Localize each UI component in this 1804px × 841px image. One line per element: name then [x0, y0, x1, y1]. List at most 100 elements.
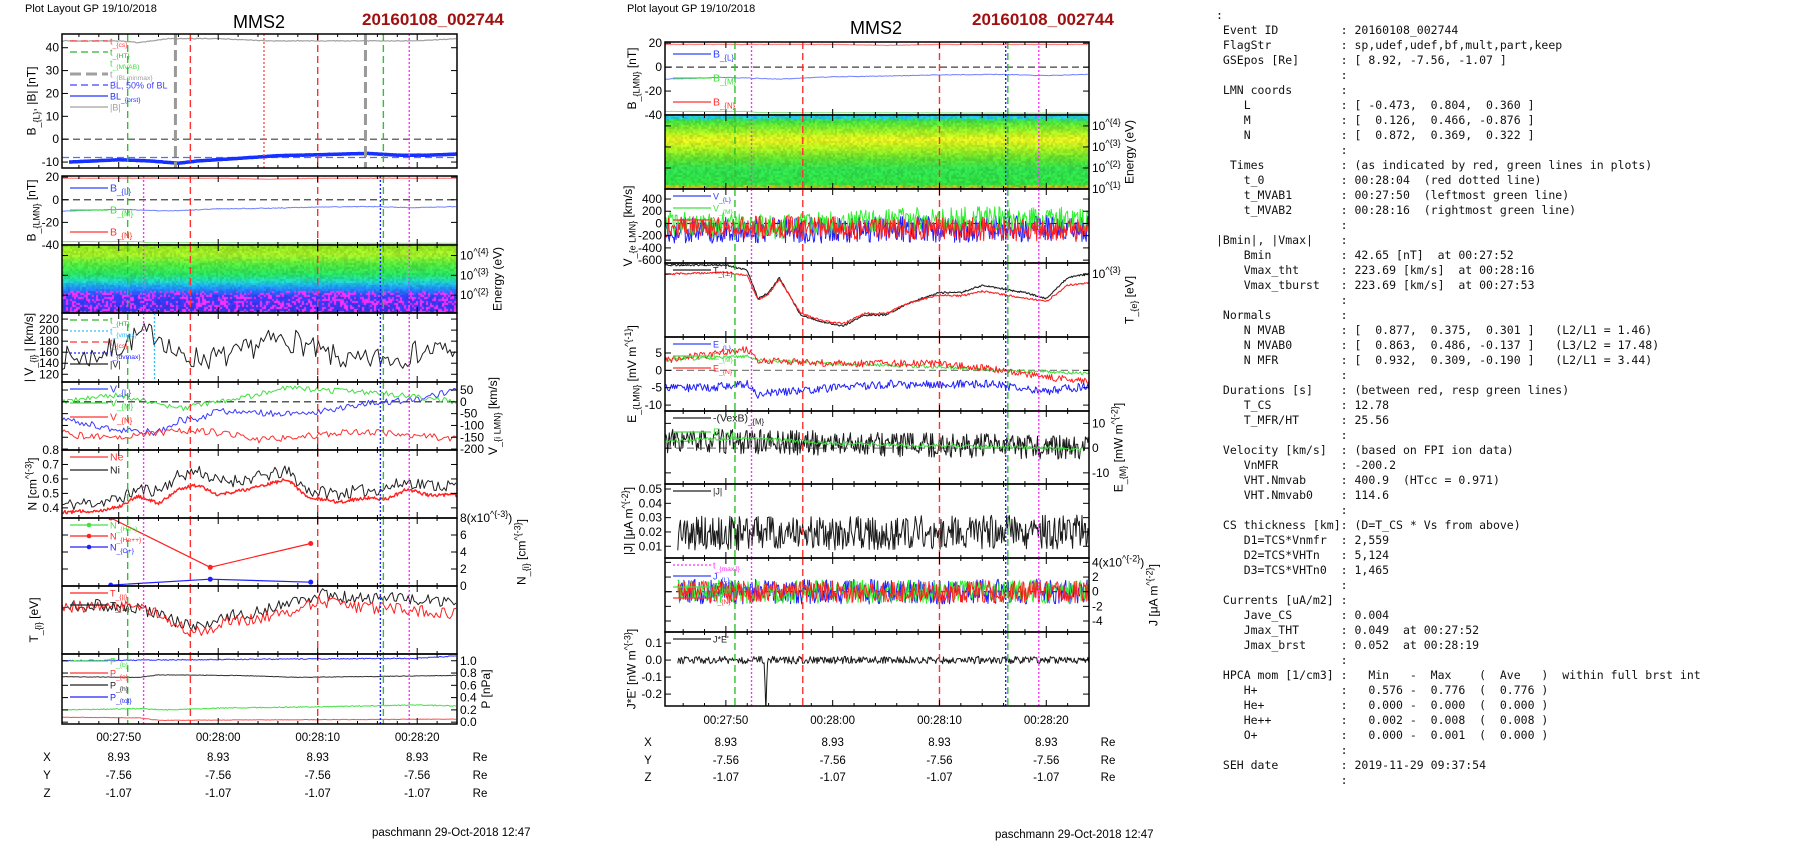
info-separator: :: [1340, 488, 1355, 502]
y-tick-label: 0.03: [639, 511, 663, 525]
info-separator: :: [1340, 263, 1355, 277]
y-tick-label: 200: [642, 204, 662, 218]
panel-7: T_{i} [eV] T_{||}T_{⊥}: [27, 585, 458, 655]
position-value: -7.56: [1033, 755, 1059, 767]
panel-8: 1.00.80.60.40.20.0P [nPa] P_{b}P_{e}P_{h}…: [61, 653, 493, 729]
info-row: :: [1216, 653, 1701, 668]
right-figure: Plot layout GP 19/10/2018 MMS2 20160108_00…: [620, 3, 1160, 841]
y-tick-label: 0.8: [42, 443, 59, 457]
info-separator: :: [1340, 578, 1355, 592]
spacecraft-title: MMS2: [233, 12, 285, 32]
y-tick-label: 0: [655, 60, 662, 74]
info-value: [ -0.473, 0.804, 0.360 ]: [1354, 98, 1535, 112]
legend-label: B_{L}: [110, 183, 131, 197]
info-row: N MVAB : [ 0.877, 0.375, 0.301 ] (L2/L1 …: [1216, 323, 1701, 338]
panel-2: 10^{4} 10^{3} 10^{2} Energy (eV): [61, 244, 505, 314]
legend-entry: t_{cs}: [70, 338, 128, 350]
info-value: 0.052 at 00:28:19: [1354, 638, 1480, 652]
info-value: 223.69 [km/s] at 00:27:53: [1354, 278, 1535, 292]
position-row-y: Y -7.56 -7.56 -7.56 -7.56 Re: [43, 770, 487, 782]
legend-entry: BL, 50% of BL: [70, 81, 168, 91]
legend-marker: [86, 544, 92, 550]
info-label: Vmax_tburst: [1216, 278, 1341, 292]
info-separator: :: [1340, 248, 1355, 262]
legend-entry: t_{dvmax}: [70, 349, 141, 361]
legend-marker: [86, 522, 92, 528]
info-separator: :: [1340, 278, 1355, 292]
info-row: VHT.Nmvab0 : 114.6: [1216, 488, 1701, 503]
time-axis-label: 00:28:10: [295, 732, 340, 744]
position-value: -7.56: [205, 770, 231, 782]
info-row: :: [1216, 68, 1701, 83]
legend-label: -(VexB)_{M}: [713, 413, 765, 427]
legend-marker: [86, 533, 92, 539]
spectrogram: [62, 245, 457, 313]
y-tick-label: -2: [1092, 599, 1103, 613]
y-tick-label: -20: [645, 84, 663, 98]
series-j-e-: [677, 655, 1089, 706]
position-axis-label: Z: [43, 788, 50, 800]
legend-entry: N_{He++}: [70, 532, 142, 544]
legend-label: P_{b}: [110, 657, 129, 670]
info-value: (D=T_CS * Vs from above): [1354, 518, 1521, 532]
footer-credit: paschmann 29-Oct-2018 12:47: [995, 829, 1154, 841]
info-label: Durations [s]: [1216, 383, 1341, 397]
info-separator: :: [1340, 593, 1355, 607]
y-axis-label: N [cm^{-3}]: [24, 458, 40, 511]
y-tick-label: 0.01: [639, 539, 663, 553]
position-value: -1.07: [106, 788, 132, 800]
y-axis-label: J*E' [nW m^{-3}]: [623, 629, 639, 710]
series-e-l: [665, 379, 1089, 399]
y-axis-label: T_{i} [eV]: [27, 597, 44, 642]
info-value: 2,559: [1354, 533, 1390, 547]
info-row: M : [ 0.126, 0.466, -0.876 ]: [1216, 113, 1701, 128]
y-tick-label: -600: [638, 253, 662, 267]
data-point: [308, 541, 314, 546]
info-separator: :: [1340, 548, 1355, 562]
info-label: [1216, 143, 1341, 157]
y-tick-label: 0.04: [639, 496, 663, 510]
info-row: CS thickness [km]: (D=T_CS * Vs from abo…: [1216, 518, 1701, 533]
time-axis-label: 00:28:10: [917, 715, 962, 727]
info-row: :: [1216, 218, 1701, 233]
info-separator: :: [1340, 338, 1355, 352]
position-value: -7.56: [713, 755, 739, 767]
layout-label: Plot Layout GP 19/10/2018: [25, 3, 157, 15]
legend-entry: B_{L}: [673, 49, 734, 63]
info-row: LMN coords :: [1216, 83, 1701, 98]
y-axis-label: | V_{i} | [km/s]: [22, 313, 39, 382]
event-info-panel: : Event ID : 20160108_002744 FlagStr : s…: [1216, 8, 1701, 788]
info-separator: :: [1340, 308, 1355, 322]
info-row: H+ : 0.576 - 0.776 ( 0.776 ): [1216, 683, 1701, 698]
info-label: GSEpos [Re]: [1216, 53, 1341, 67]
y-axis-label: Energy (eV): [491, 247, 505, 311]
legend-label: T_{⊥}: [110, 601, 130, 614]
info-separator: :: [1340, 38, 1355, 52]
panel-1: -40 -20 0 20 B_{LMN} [nT] B_{L} B_{M} B_{N}: [25, 170, 458, 252]
panel-7: 4(x10^{-2})20-2-4 J [μA m^{-2}]t_{maxJ}J_…: [664, 554, 1160, 633]
position-value: -1.07: [404, 788, 430, 800]
y-tick-label: -10: [645, 398, 663, 412]
position-value: -1.07: [205, 788, 231, 800]
info-row: VnMFR : -200.2: [1216, 458, 1701, 473]
info-separator: :: [1340, 23, 1355, 37]
y-tick-label: 20: [46, 86, 60, 100]
series-e-n: [665, 346, 1089, 385]
position-axis-label: Y: [644, 755, 652, 767]
info-leader: :: [1216, 8, 1223, 22]
legend-entry: t_{maxJ}: [673, 561, 741, 573]
legend-entry: E_{M}: [673, 427, 737, 441]
y-tick-label: -10: [1092, 466, 1110, 480]
info-label: Velocity [km/s]: [1216, 443, 1341, 457]
legend-label: t_{HT}: [110, 48, 131, 61]
position-value: 8.93: [406, 752, 428, 764]
data-point: [207, 564, 213, 570]
position-axis-label: X: [43, 752, 51, 764]
info-label: L: [1216, 98, 1341, 112]
position-value: -7.56: [106, 770, 132, 782]
panel-3: 10^{3}T_{e} [eV] T_{⊥}: [664, 262, 1139, 338]
legend-label: V_{L}: [713, 192, 732, 205]
info-label: [1216, 368, 1341, 382]
info-value: 114.6: [1354, 488, 1390, 502]
y-tick-label: 1.0: [460, 654, 477, 668]
